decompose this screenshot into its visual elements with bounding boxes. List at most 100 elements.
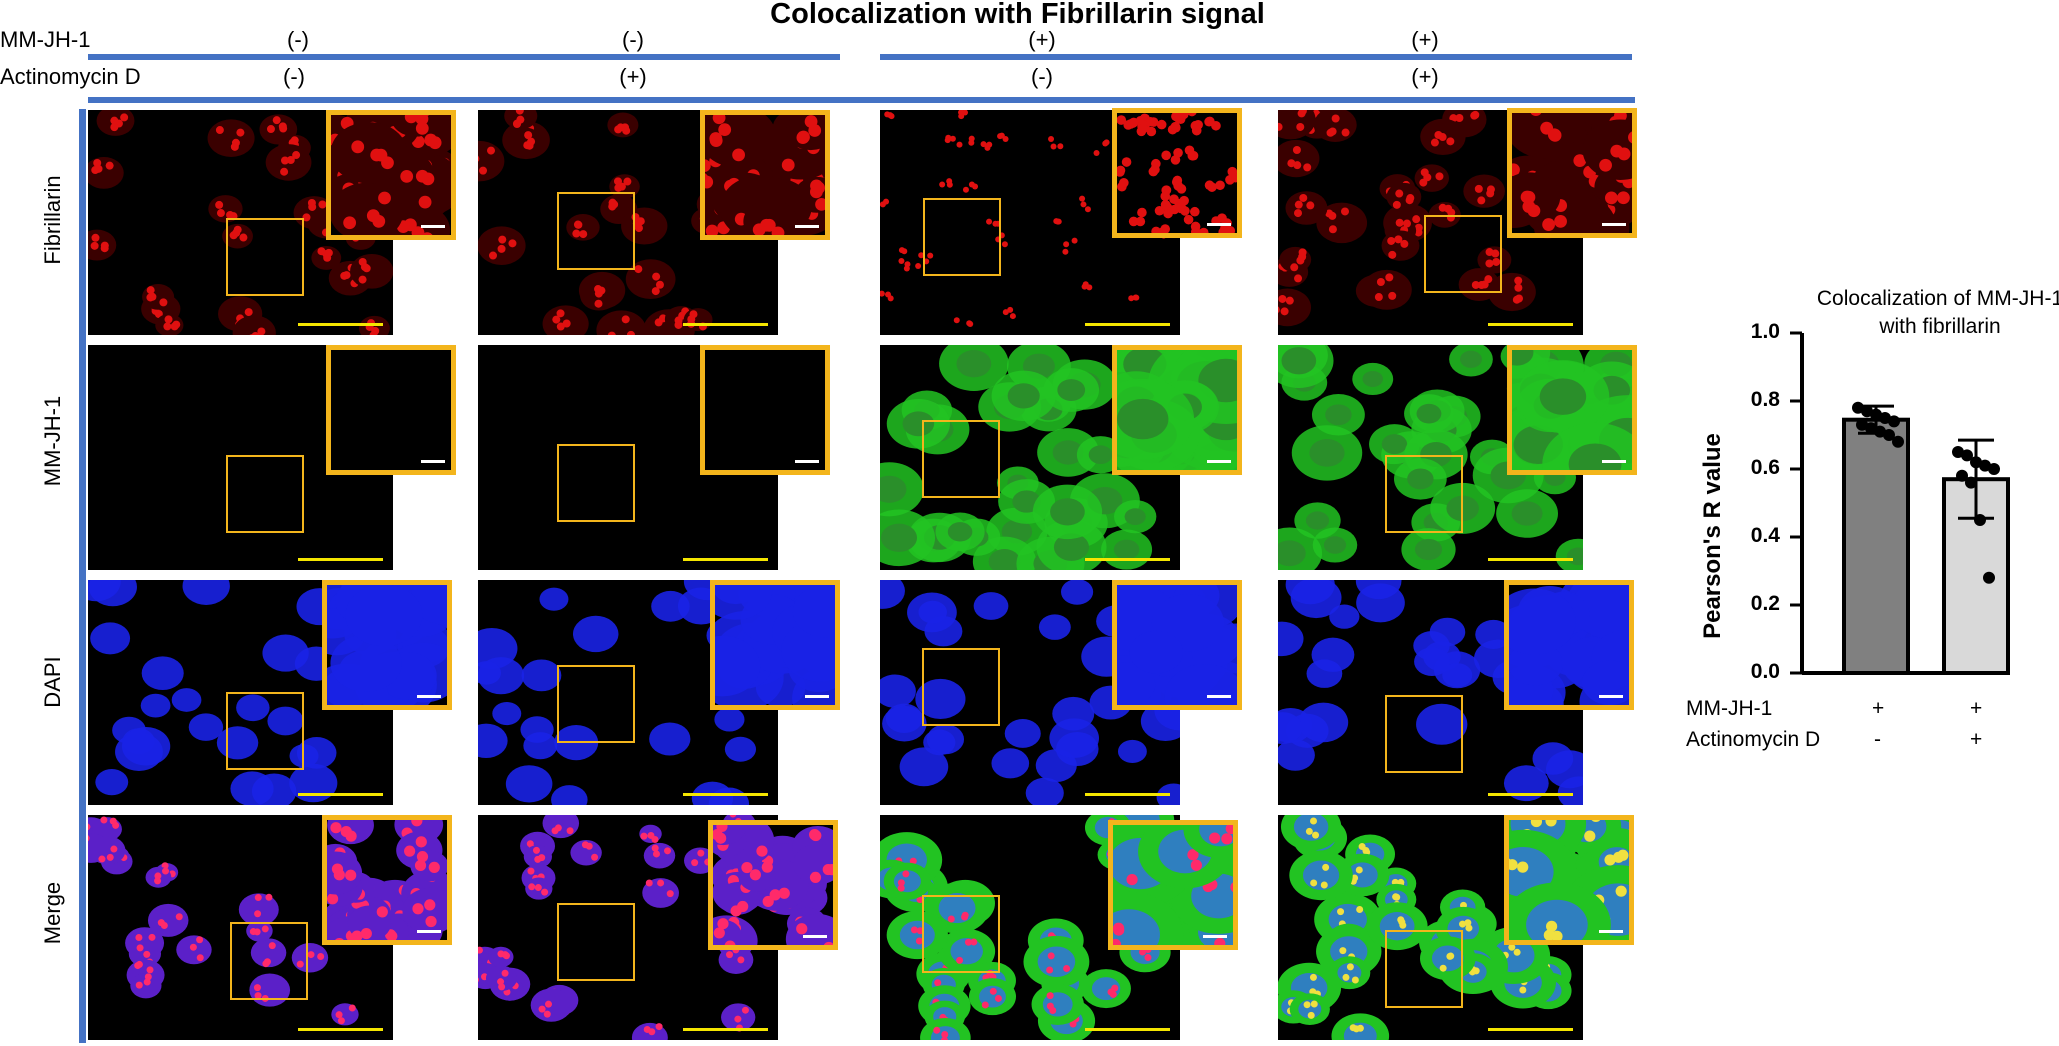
inset-dapi-col1 xyxy=(322,580,452,710)
bar-chart xyxy=(1790,331,2010,675)
scale-bar xyxy=(1085,793,1170,796)
roi-box xyxy=(923,198,1001,276)
roi-box xyxy=(922,648,1000,726)
chart-cond-label-mm: MM-JH-1 xyxy=(1686,697,1773,720)
chart-title: Colocalization of MM-JH-1 with fibrillar… xyxy=(1816,287,2059,338)
channel-label-mmjh1: MM-JH-1 xyxy=(40,395,65,487)
bar-1 xyxy=(1842,417,1910,675)
col2-act: (+) xyxy=(619,64,647,89)
inset-merge-col3 xyxy=(1108,820,1238,950)
roi-box xyxy=(226,692,304,770)
data-point xyxy=(1879,412,1891,424)
data-point xyxy=(1870,408,1882,421)
inset-fibrillarin-col2 xyxy=(700,110,830,240)
data-point xyxy=(1988,463,2000,475)
y-tick-label-0.2: 0.2 xyxy=(1750,592,1780,615)
data-point xyxy=(1892,435,1904,448)
scale-bar xyxy=(1488,323,1573,326)
panel-merge-col2 xyxy=(478,815,778,1040)
channel-label-merge: Merge xyxy=(40,881,65,945)
inset-merge-col2 xyxy=(708,820,838,950)
data-point xyxy=(1874,425,1886,438)
data-point xyxy=(1861,405,1873,418)
scale-bar xyxy=(1085,558,1170,561)
panel-merge-col4 xyxy=(1278,815,1583,1040)
inset-fibrillarin-col4 xyxy=(1507,108,1637,238)
chart-cond-mm-bar2: + xyxy=(1970,697,1983,720)
data-point xyxy=(1888,415,1900,428)
roi-box xyxy=(1424,215,1502,293)
col4-act: (+) xyxy=(1411,64,1439,89)
panel-mmjh1-col3 xyxy=(880,345,1180,570)
row-label-actinomycin: Actinomycin D xyxy=(0,64,141,89)
scale-bar xyxy=(298,1028,383,1031)
roi-box xyxy=(557,192,635,270)
divider-vertical xyxy=(79,109,86,1043)
scale-bar xyxy=(683,558,768,561)
scale-bar xyxy=(1085,323,1170,326)
data-point xyxy=(1965,476,1977,489)
row-label-mm: MM-JH-1 xyxy=(0,27,91,52)
col1-act: (-) xyxy=(283,64,305,89)
chart-cond-act-bar2: + xyxy=(1970,728,1983,751)
roi-box xyxy=(1385,930,1463,1008)
inset-dapi-col2 xyxy=(710,580,840,710)
scale-bar xyxy=(1488,558,1573,561)
roi-box xyxy=(557,444,635,522)
inset-fibrillarin-col1 xyxy=(326,110,456,240)
y-tick-label-0.0: 0.0 xyxy=(1750,660,1780,683)
col2-mm: (-) xyxy=(622,27,644,52)
chart-cond-label-act: Actinomycin D xyxy=(1686,728,1821,751)
roi-box xyxy=(922,420,1000,498)
roi-box xyxy=(922,895,1000,973)
divider-right xyxy=(880,54,1632,60)
y-tick-label-0.8: 0.8 xyxy=(1750,388,1780,411)
inset-mmjh1-col2 xyxy=(700,345,830,475)
data-point xyxy=(1952,446,1964,458)
inset-merge-col4 xyxy=(1504,815,1634,945)
col3-act: (-) xyxy=(1031,64,1053,89)
roi-box xyxy=(230,922,308,1000)
data-point xyxy=(1956,469,1968,482)
col4-mm: (+) xyxy=(1411,27,1439,52)
scale-bar xyxy=(298,793,383,796)
scale-bar xyxy=(683,1028,768,1031)
roi-box xyxy=(557,903,635,981)
inset-dapi-col4 xyxy=(1504,580,1634,710)
scale-bar xyxy=(683,323,768,326)
inset-mmjh1-col1 xyxy=(326,345,456,475)
divider-full xyxy=(88,97,1635,103)
scale-bar xyxy=(1488,793,1573,796)
figure-title: Colocalization with Fibrillarin signal xyxy=(770,0,1265,30)
scale-bar xyxy=(1488,1028,1573,1031)
chart-cond-act-bar1: - xyxy=(1874,728,1881,751)
col3-mm: (+) xyxy=(1028,27,1056,52)
data-point xyxy=(1979,459,1991,472)
data-point xyxy=(1856,418,1868,431)
data-point xyxy=(1865,422,1877,435)
roi-box xyxy=(557,665,635,743)
divider-left xyxy=(88,54,840,60)
y-tick-label-0.4: 0.4 xyxy=(1750,524,1780,547)
data-point xyxy=(1883,429,1895,441)
roi-box xyxy=(1385,695,1463,773)
col1-mm: (-) xyxy=(287,27,309,52)
inset-fibrillarin-col3 xyxy=(1112,108,1242,238)
roi-box xyxy=(226,455,304,533)
channel-label-fibrillarin: Fibrillarin xyxy=(40,175,65,265)
roi-box xyxy=(226,218,304,296)
inset-merge-col1 xyxy=(322,815,452,945)
inset-mmjh1-col4 xyxy=(1507,345,1637,475)
scale-bar xyxy=(298,558,383,561)
y-tick-label-0.6: 0.6 xyxy=(1750,456,1780,479)
channel-label-dapi: DAPI xyxy=(40,656,65,708)
data-point xyxy=(1961,449,1973,462)
data-point xyxy=(1983,571,1995,584)
scale-bar xyxy=(298,323,383,326)
chart-cond-mm-bar1: + xyxy=(1872,697,1885,720)
y-tick-label-1.0: 1.0 xyxy=(1750,320,1780,343)
data-point xyxy=(1852,401,1864,414)
inset-mmjh1-col3 xyxy=(1112,345,1242,475)
scale-bar xyxy=(683,793,768,796)
scale-bar xyxy=(1085,1028,1170,1031)
